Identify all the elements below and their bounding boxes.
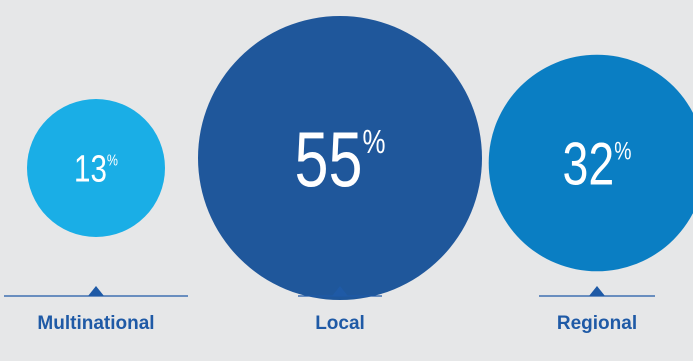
marker-triangle-multinational bbox=[88, 286, 104, 296]
value-label-local: 55% bbox=[295, 115, 386, 203]
bubble-regional bbox=[488, 54, 693, 272]
bubble-multinational bbox=[27, 99, 165, 237]
category-label-multinational: Multinational bbox=[37, 313, 154, 334]
marker-triangle-regional bbox=[589, 286, 605, 296]
bubble-local bbox=[198, 16, 482, 300]
category-label-regional: Regional bbox=[557, 313, 637, 334]
marker-triangle-local bbox=[332, 286, 348, 296]
value-label-regional: 32% bbox=[563, 131, 632, 198]
category-label-local: Local bbox=[315, 313, 365, 334]
value-label-multinational: 13% bbox=[74, 149, 118, 191]
